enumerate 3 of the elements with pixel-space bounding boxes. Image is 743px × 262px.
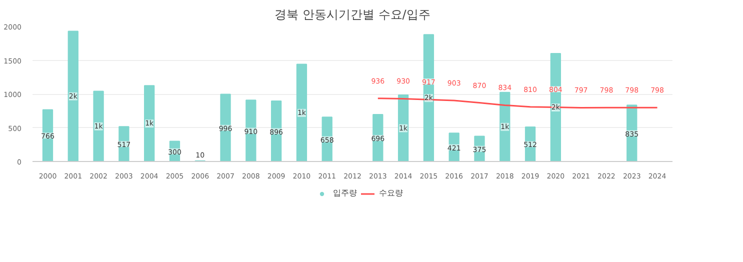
legend-label: 수요량: [379, 188, 403, 198]
chart-title: 경북 안동시기간별 수요/입주: [274, 8, 430, 22]
legend-label: 입주량: [333, 188, 357, 198]
